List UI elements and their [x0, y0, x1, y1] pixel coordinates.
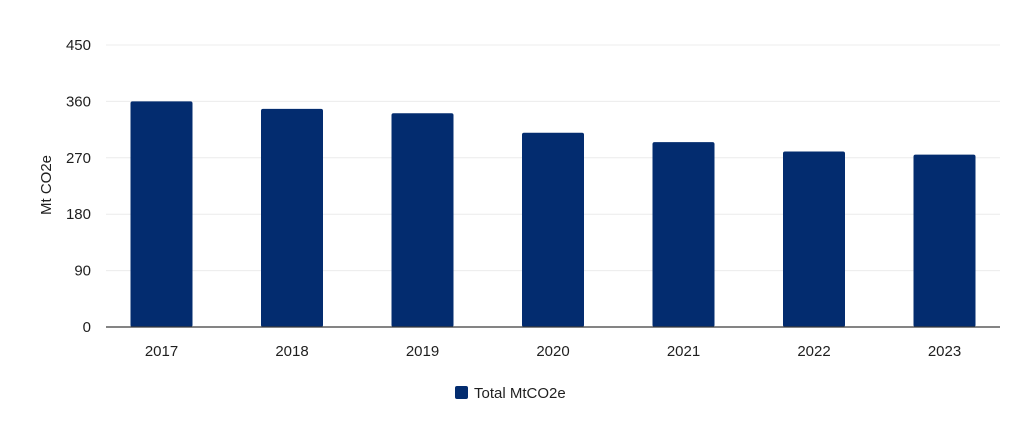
y-tick-label: 0 — [83, 319, 91, 336]
y-tick-label: 450 — [66, 37, 91, 54]
legend-label: Total MtCO2e — [474, 385, 566, 402]
x-tick-label: 2023 — [928, 343, 961, 360]
y-tick-label: 270 — [66, 150, 91, 167]
x-axis-ticks: 2017 2018 2019 2020 2021 2022 2023 — [145, 343, 961, 360]
x-tick-label: 2021 — [667, 343, 700, 360]
bar-2022[interactable] — [783, 151, 845, 327]
y-tick-label: 180 — [66, 206, 91, 223]
y-tick-label: 360 — [66, 93, 91, 110]
x-tick-label: 2022 — [797, 343, 830, 360]
x-tick-label: 2017 — [145, 343, 178, 360]
x-tick-label: 2018 — [275, 343, 308, 360]
bars — [130, 101, 976, 328]
bar-2019[interactable] — [391, 113, 454, 327]
bar-2018[interactable] — [261, 108, 323, 327]
legend[interactable]: Total MtCO2e — [455, 385, 566, 402]
legend-swatch — [455, 386, 468, 399]
y-axis-ticks: 0 90 180 270 360 450 — [66, 37, 91, 336]
bar-2020[interactable] — [522, 132, 584, 327]
bar-2021[interactable] — [652, 142, 715, 327]
x-tick-label: 2019 — [406, 343, 439, 360]
bar-2017[interactable] — [130, 101, 193, 328]
x-tick-label: 2020 — [536, 343, 569, 360]
bar-2023[interactable] — [913, 154, 976, 327]
y-tick-label: 90 — [74, 263, 91, 280]
y-axis-title: Mt CO2e — [38, 155, 55, 215]
